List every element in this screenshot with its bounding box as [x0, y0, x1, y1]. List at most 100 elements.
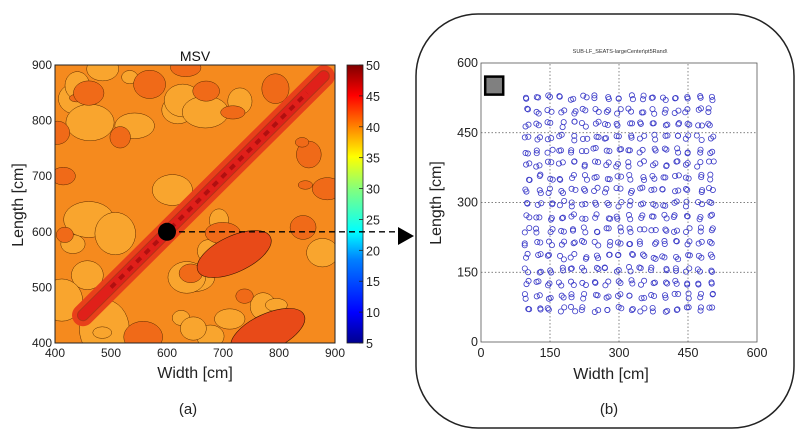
scatter-point [537, 190, 544, 197]
scatter-point [568, 147, 575, 154]
scatter-point [591, 279, 598, 286]
y-tick-label-a: 900 [32, 58, 52, 72]
scatter-point [637, 265, 644, 272]
scatter-point [710, 158, 717, 165]
scatter-point [675, 256, 682, 263]
scatter-point [560, 214, 567, 221]
scatter-point [629, 96, 636, 103]
scatter-point [544, 252, 551, 259]
source-square-icon [483, 75, 505, 96]
scatter-point [523, 281, 530, 288]
scatter-point [706, 158, 713, 165]
scatter-point [697, 93, 704, 100]
scatter-point [625, 159, 632, 166]
scatter-point [684, 95, 691, 102]
selected-point-marker[interactable] [158, 222, 176, 241]
scatter-point [637, 308, 644, 315]
scatter-point [697, 213, 704, 220]
scatter-point [684, 280, 691, 287]
scatter-point [629, 120, 636, 127]
colorbar-tick-label: 25 [366, 213, 380, 227]
scatter-point [641, 294, 648, 301]
scatter-point [662, 132, 669, 139]
scatter-point [568, 291, 575, 298]
scatter-point [662, 308, 669, 315]
scatter-point [684, 241, 691, 248]
x-axis-ticks-b: 0 150 300 450 600 [478, 346, 768, 360]
scatter-point [615, 239, 622, 246]
scatter-point [618, 199, 625, 206]
scatter-point [594, 184, 601, 191]
scatter-point [606, 176, 613, 183]
scatter-point [649, 304, 656, 311]
scatter-point [521, 240, 528, 247]
scatter-point [707, 135, 714, 142]
scatter-point [593, 211, 600, 218]
scatter-point [545, 189, 552, 196]
scatter-point [641, 177, 648, 184]
contour-patch-high [289, 215, 317, 240]
contour-patch-low [65, 103, 115, 142]
scatter-point [636, 226, 643, 233]
contour-feature [230, 308, 306, 343]
scatter-point [671, 212, 678, 219]
scatter-point [582, 107, 589, 114]
scatter-point [558, 188, 565, 195]
scatter-point [672, 94, 679, 101]
scatter-point [544, 136, 551, 143]
x-tick-label-b: 450 [678, 346, 699, 360]
scatter-point [558, 131, 565, 138]
scatter-point [535, 251, 542, 258]
scatter-point [684, 106, 691, 113]
scatter-point [695, 281, 702, 288]
scatter-point [544, 119, 551, 126]
scatter-point [697, 294, 704, 301]
scatter-point [546, 238, 553, 245]
scatter-point [595, 255, 602, 262]
scatter-point [582, 215, 589, 222]
scatter-point [650, 213, 657, 220]
scatter-point [572, 186, 579, 193]
scatter-point [584, 135, 591, 142]
scatter-point [526, 160, 533, 167]
scatter-point [614, 110, 621, 117]
contour-patch-high [123, 321, 163, 343]
y-tick-label-a: 600 [32, 225, 52, 239]
scatter-point [662, 106, 669, 113]
scatter-point [593, 173, 600, 180]
contour-patch-low [214, 308, 246, 330]
scatter-point [524, 250, 531, 257]
scatter-point [698, 171, 705, 178]
scatter-point [579, 201, 586, 208]
scatter-point [682, 161, 689, 168]
scatter-point [641, 305, 648, 312]
scatter-point [705, 105, 712, 112]
scatter-point [606, 251, 613, 258]
panel-a: MSV 400 500 600 700 800 900 400 500 600 700 800 90… [10, 48, 414, 418]
scatter-point [605, 107, 612, 114]
scatter-point [593, 264, 600, 271]
scatter-point [526, 306, 533, 313]
contour-patch-high [295, 137, 310, 148]
scatter-point [617, 106, 624, 113]
scatter-point [613, 120, 620, 127]
colorbar-tick-label: 20 [366, 244, 380, 258]
contour-patch-high [170, 65, 202, 77]
scatter-point [594, 292, 601, 299]
x-tick-label-a: 900 [325, 346, 345, 360]
scatter-point [697, 304, 704, 311]
scatter-point [537, 171, 544, 178]
scatter-point [641, 226, 648, 233]
scatter-point [698, 174, 705, 181]
scatter-point [545, 306, 552, 313]
scatter-point [592, 120, 599, 127]
scatter-point [639, 96, 646, 103]
scatter-point [591, 92, 598, 99]
scatter-point [571, 132, 578, 139]
scatter-point [570, 172, 577, 179]
scatter-point [571, 251, 578, 258]
scatter-point [695, 199, 702, 206]
scatter-point [640, 174, 647, 181]
scatter-point [662, 97, 669, 104]
scatter-point [638, 295, 645, 302]
